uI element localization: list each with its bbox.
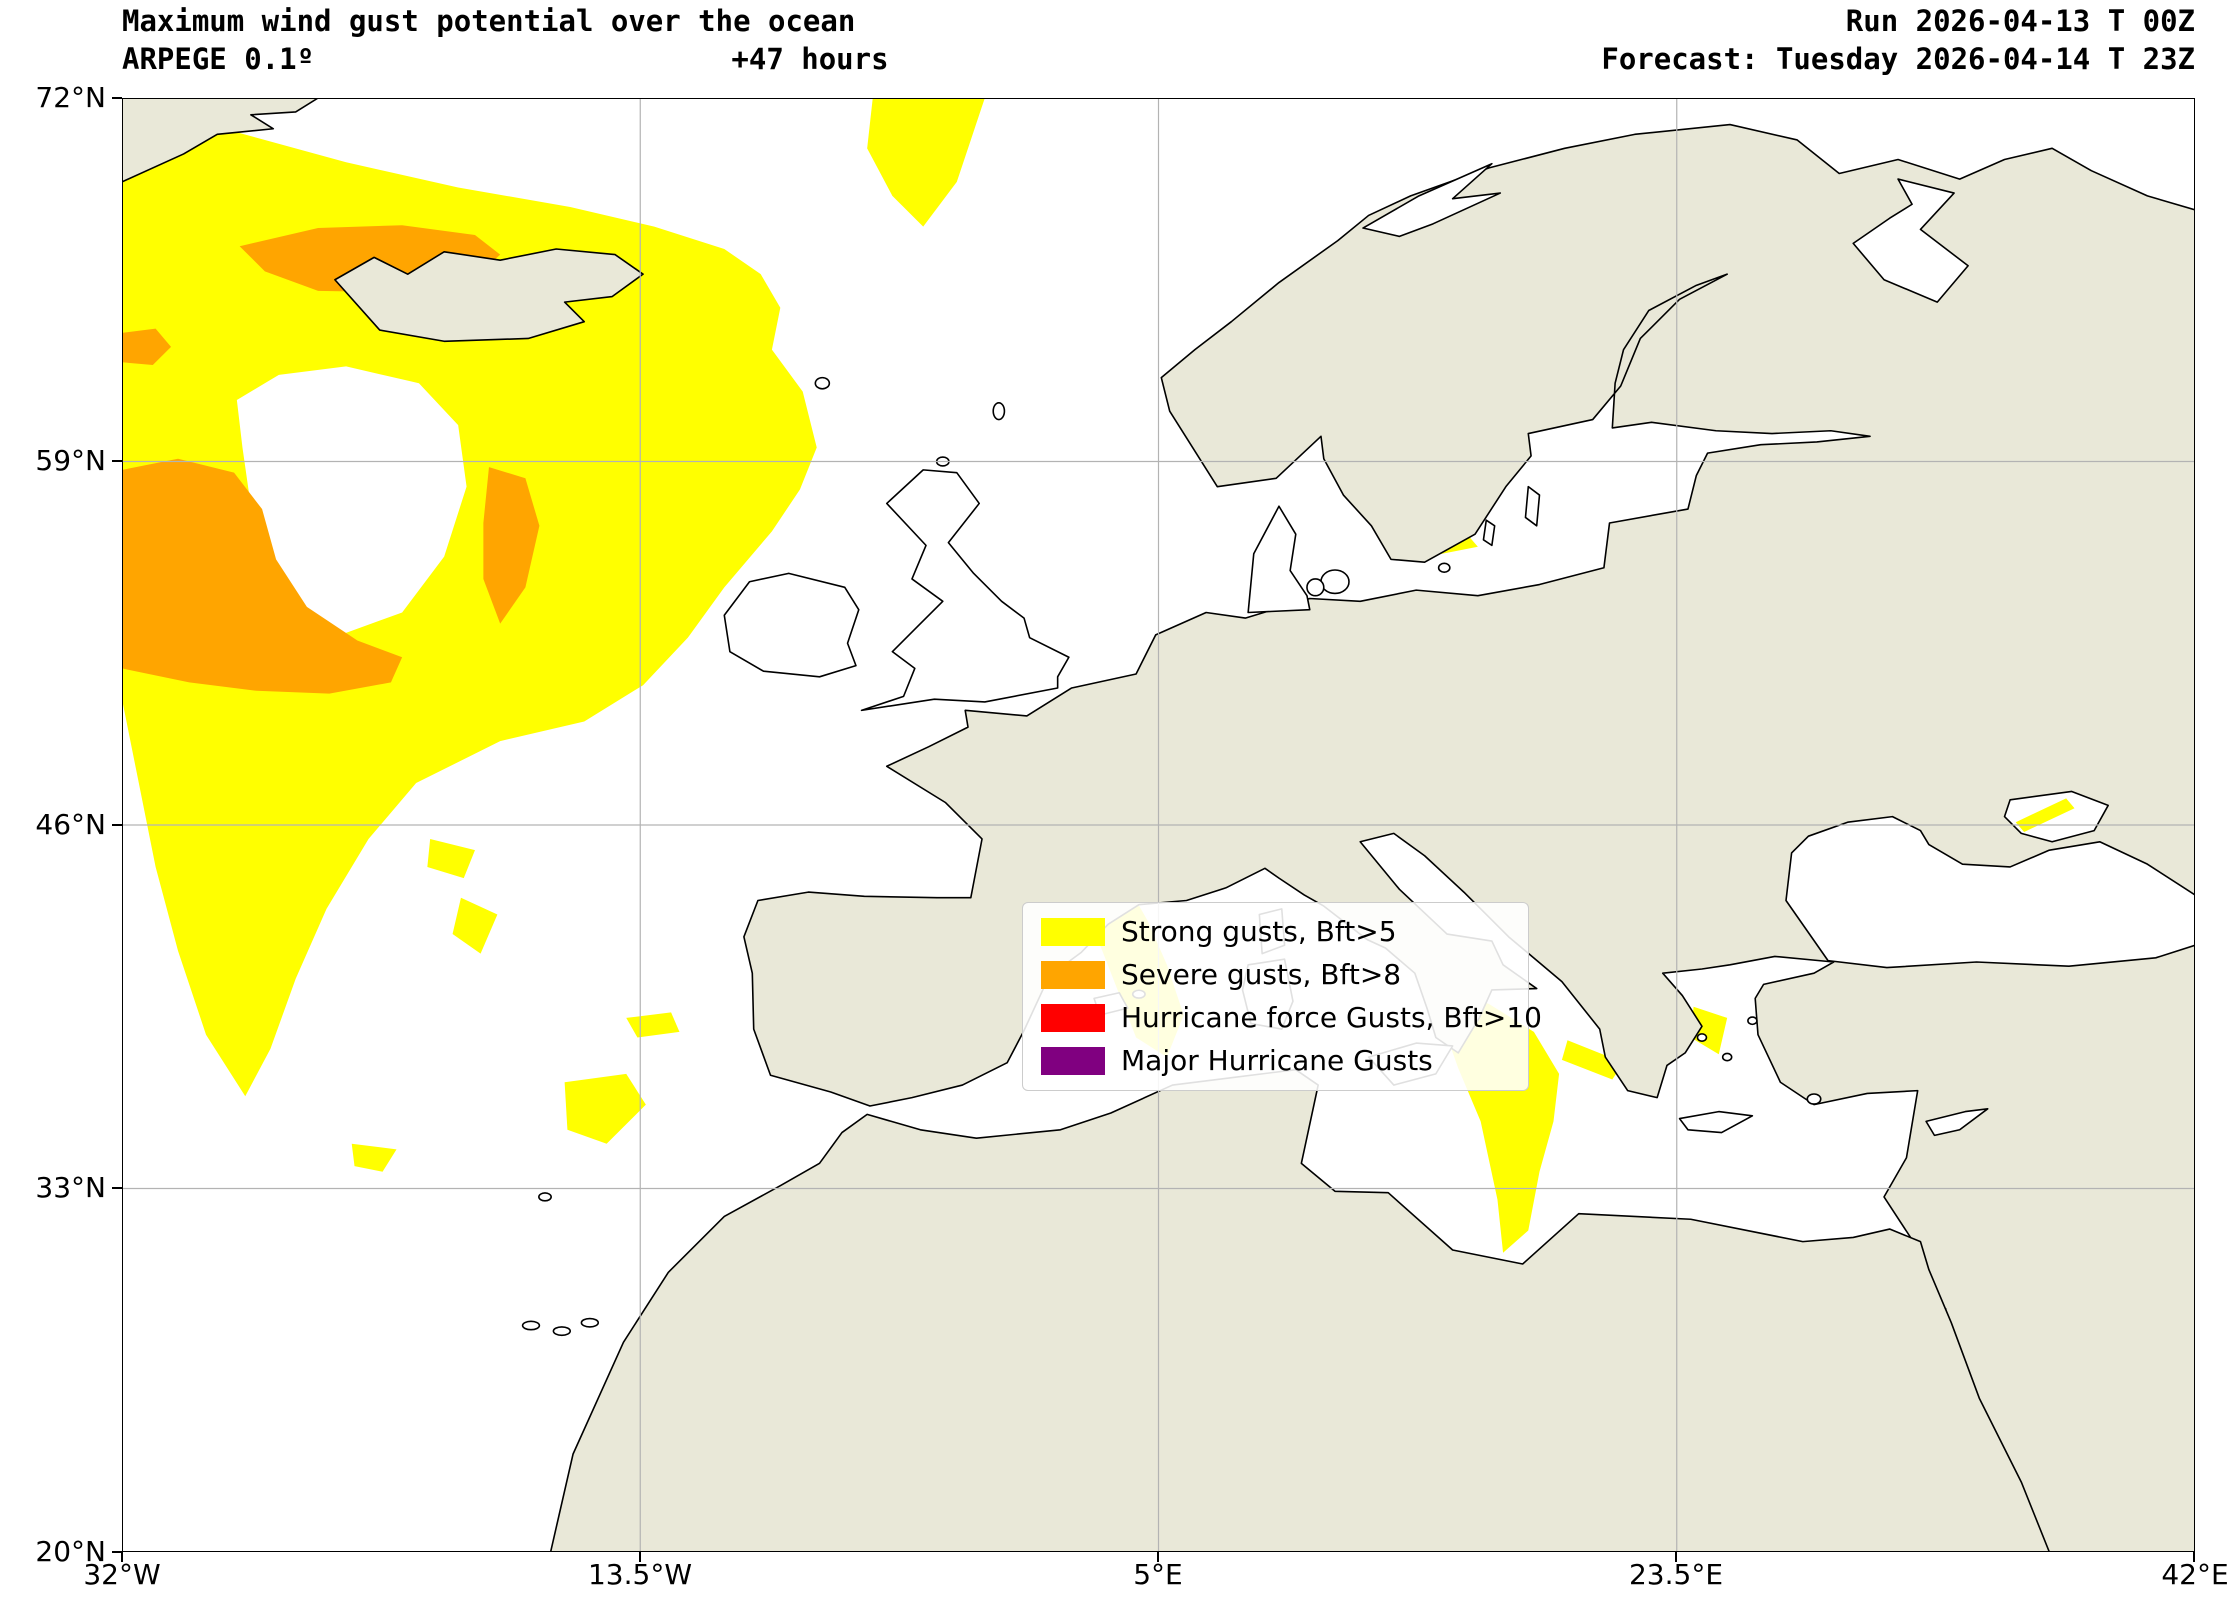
legend-swatch-major-hurricane bbox=[1041, 1046, 1105, 1075]
lat-tick-59n: 59°N bbox=[35, 444, 106, 477]
major-hurricane-gust-swatch bbox=[1041, 1046, 1105, 1075]
legend-label-severe: Severe gusts, Bft>8 bbox=[1121, 958, 1402, 992]
lon-tick-5e: 5°E bbox=[1133, 1558, 1183, 1591]
gibraltar-strong-gust-area bbox=[626, 1012, 680, 1038]
legend-label-hurricane: Hurricane force Gusts, Bft>10 bbox=[1121, 1000, 1542, 1034]
storm-core-severe-gust-crescent bbox=[122, 458, 403, 694]
lon-tickmark-32w bbox=[121, 1552, 123, 1562]
funen-island bbox=[1307, 579, 1324, 596]
shetland-islands bbox=[993, 403, 1004, 420]
bornholm-island bbox=[1439, 563, 1450, 572]
ireland-island bbox=[724, 573, 858, 676]
lon-tick-32w: 32°W bbox=[83, 1558, 161, 1591]
legend-item-hurricane-gusts: Hurricane force Gusts, Bft>10 bbox=[1041, 1002, 1542, 1033]
map-canvas bbox=[122, 98, 2195, 1552]
aegean-island-2 bbox=[1723, 1053, 1732, 1060]
crete-island bbox=[1680, 1112, 1753, 1133]
hurricane-gust-swatch bbox=[1041, 1003, 1105, 1032]
latitude-longitude-gridlines bbox=[122, 98, 2195, 1552]
canary-island-1 bbox=[523, 1321, 540, 1329]
aegean-strong-gust-area bbox=[1690, 1006, 1728, 1055]
lon-tickmark-42e bbox=[2193, 1552, 2195, 1562]
norwegian-sea-strong-gust-area bbox=[867, 98, 985, 227]
west-of-ireland-severe-gust-streak bbox=[483, 467, 540, 624]
legend-swatch-severe bbox=[1041, 961, 1105, 990]
legend-label-major-hurricane: Major Hurricane Gusts bbox=[1121, 1043, 1433, 1077]
lon-tickmark-23p5e bbox=[1675, 1552, 1677, 1562]
lon-tick-13p5w: 13.5°W bbox=[587, 1558, 693, 1591]
legend: Strong gusts, Bft>5 Severe gusts, Bft>8 … bbox=[1022, 902, 1542, 1091]
black-sea bbox=[1786, 817, 2195, 968]
gust-speck-2 bbox=[452, 897, 498, 954]
madeira-strong-gust-area bbox=[564, 1073, 646, 1144]
forecast-label: Forecast: Tuesday 2026-04-14 T 23Z bbox=[1601, 42, 2195, 76]
legend-item-severe-gusts: Severe gusts, Bft>8 bbox=[1041, 960, 1510, 990]
iceland-landmass bbox=[335, 249, 643, 341]
madeira-island bbox=[539, 1193, 551, 1201]
legend-swatch-strong bbox=[1041, 918, 1105, 947]
lon-tickmark-13p5w bbox=[639, 1552, 641, 1562]
greenland-landmass bbox=[122, 98, 318, 182]
west-edge-severe-gust-spot bbox=[122, 328, 172, 366]
legend-label-strong: Strong gusts, Bft>5 bbox=[1121, 915, 1397, 949]
faroe-islands bbox=[815, 378, 829, 389]
lon-tick-23p5e: 23.5°E bbox=[1628, 1558, 1724, 1591]
severe-gust-swatch bbox=[1041, 961, 1105, 990]
land-masses bbox=[122, 98, 2195, 1552]
strong-gust-swatch bbox=[1041, 918, 1105, 947]
jutland-peninsula bbox=[1248, 506, 1310, 612]
lead-time-label: +47 hours bbox=[731, 42, 889, 76]
rhodes-island bbox=[1807, 1094, 1820, 1104]
lat-tick-72n: 72°N bbox=[35, 81, 106, 114]
legend-item-strong-gusts: Strong gusts, Bft>5 bbox=[1041, 917, 1510, 947]
lat-tick-20n: 20°N bbox=[35, 1535, 106, 1568]
great-britain-island bbox=[862, 470, 1069, 710]
lat-tickmark-72n bbox=[112, 97, 122, 99]
cyprus-island bbox=[1926, 1109, 1988, 1136]
strong-gust-overlays bbox=[2015, 798, 2075, 832]
gust-speck-1 bbox=[427, 838, 475, 879]
run-label: Run 2026-04-13 T 00Z bbox=[1845, 4, 2195, 38]
lat-tickmark-46n bbox=[112, 824, 122, 826]
model-label: ARPEGE 0.1º bbox=[122, 42, 315, 76]
gust-speck-3 bbox=[351, 1143, 397, 1172]
lon-tick-42e: 42°E bbox=[2161, 1558, 2229, 1591]
canary-island-3 bbox=[581, 1319, 598, 1327]
aegean-island-3 bbox=[1748, 1017, 1757, 1024]
zealand-island bbox=[1321, 570, 1349, 593]
legend-swatch-hurricane bbox=[1041, 1003, 1105, 1032]
vestfjorden-inlet bbox=[1363, 164, 1500, 237]
greece-strong-gust-sliver bbox=[1561, 1040, 1624, 1080]
lat-tickmark-20n bbox=[112, 1551, 122, 1553]
kerch-strong-gust-sliver bbox=[2015, 798, 2075, 832]
white-sea-inlet bbox=[1853, 179, 1968, 302]
oland-island bbox=[1483, 520, 1494, 545]
lat-tick-33n: 33°N bbox=[35, 1171, 106, 1204]
aegean-island-1 bbox=[1697, 1034, 1706, 1041]
atlantic-strong-gust-area bbox=[122, 128, 817, 1097]
legend-item-major-hurricane-gusts: Major Hurricane Gusts bbox=[1041, 1043, 1510, 1077]
lat-tick-46n: 46°N bbox=[35, 808, 106, 841]
canary-island-2 bbox=[553, 1327, 570, 1335]
lat-tickmark-59n bbox=[112, 460, 122, 462]
gotland-island bbox=[1525, 487, 1539, 526]
page-title: Maximum wind gust potential over the oce… bbox=[122, 4, 856, 38]
lat-tickmark-33n bbox=[112, 1187, 122, 1189]
lon-tickmark-5e bbox=[1157, 1552, 1159, 1562]
